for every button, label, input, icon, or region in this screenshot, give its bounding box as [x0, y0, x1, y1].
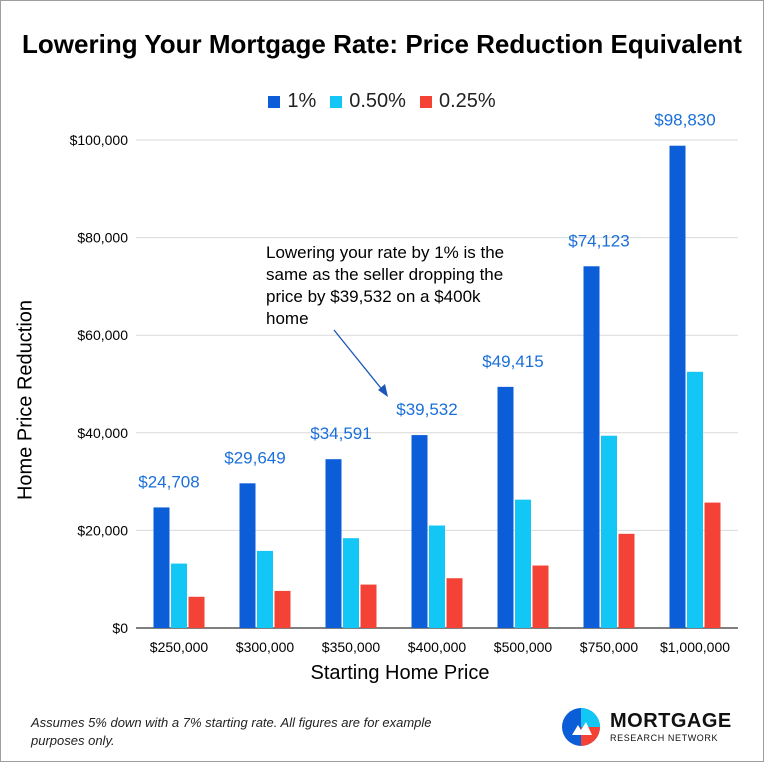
- legend-item-050pct: 0.50%: [330, 90, 406, 113]
- legend-label-050pct: 0.50%: [349, 90, 406, 112]
- data-label: $29,649: [224, 448, 285, 467]
- bar-1-2: [325, 459, 342, 628]
- annotation-arrow-line: [333, 329, 385, 393]
- legend-swatch-1pct: [268, 95, 281, 108]
- logo-subtitle: RESEARCH NETWORK: [610, 733, 719, 743]
- data-label: $34,591: [310, 424, 371, 443]
- legend-item-1pct: 1%: [268, 90, 316, 113]
- bar-025-3: [446, 578, 463, 628]
- legend-label-025pct: 0.25%: [438, 90, 496, 112]
- annotation-text: Lowering your rate by 1% is the same as …: [266, 243, 505, 328]
- bar-1-5: [583, 266, 600, 628]
- bar-1-6: [669, 145, 686, 628]
- legend-item-025pct: 0.25%: [419, 90, 496, 113]
- bar-050-3: [429, 525, 445, 628]
- data-label: $74,123: [568, 231, 629, 250]
- bar-050-5: [601, 435, 617, 628]
- data-label: $39,532: [396, 400, 457, 419]
- y-tick-label: $40,000: [77, 425, 128, 441]
- x-tick-label: $300,000: [236, 639, 295, 655]
- bar-050-2: [343, 538, 359, 628]
- bar-050-6: [687, 371, 703, 628]
- data-label: $98,830: [654, 111, 715, 130]
- bar-050-1: [257, 550, 273, 628]
- x-tick-label: $750,000: [580, 639, 639, 655]
- bar-025-2: [360, 584, 377, 628]
- annotation-arrow-head: [378, 384, 388, 397]
- x-tick-label: $250,000: [150, 639, 209, 655]
- y-tick-label: $60,000: [77, 327, 128, 343]
- x-tick-label: $350,000: [322, 639, 381, 655]
- bar-025-1: [274, 590, 291, 628]
- data-label: $24,708: [138, 472, 199, 491]
- x-tick-label: $1,000,000: [660, 639, 730, 655]
- x-tick-label: $400,000: [408, 639, 467, 655]
- bar-1-4: [497, 386, 514, 628]
- bar-025-5: [618, 533, 635, 628]
- logo-name: MORTGAGE: [610, 710, 732, 732]
- bar-025-6: [704, 502, 721, 628]
- y-tick-label: $0: [112, 620, 128, 636]
- legend-label-1pct: 1%: [287, 90, 317, 112]
- chart-legend: 1% 0.50% 0.25%: [0, 90, 764, 113]
- y-tick-label: $80,000: [77, 230, 128, 246]
- x-tick-label: $500,000: [494, 639, 553, 655]
- data-label: $49,415: [482, 352, 543, 371]
- bar-025-0: [188, 596, 205, 628]
- legend-swatch-025pct: [419, 95, 432, 108]
- x-axis-label: Starting Home Price: [310, 662, 490, 684]
- footnote: Assumes 5% down with a 7% starting rate.…: [31, 715, 432, 748]
- legend-swatch-050pct: [330, 95, 343, 108]
- bar-050-0: [171, 563, 187, 628]
- bar-050-4: [515, 499, 531, 628]
- chart-title: Lowering Your Mortgage Rate: Price Reduc…: [22, 29, 742, 59]
- bar-1-3: [411, 435, 428, 628]
- brand-logo: MORTGAGE RESEARCH NETWORK: [560, 706, 750, 750]
- y-tick-label: $100,000: [70, 132, 129, 148]
- bar-1-0: [153, 507, 170, 628]
- logo-mark-icon: [562, 708, 600, 746]
- bar-025-4: [532, 565, 549, 628]
- y-tick-label: $20,000: [77, 522, 128, 538]
- bar-1-1: [239, 483, 256, 628]
